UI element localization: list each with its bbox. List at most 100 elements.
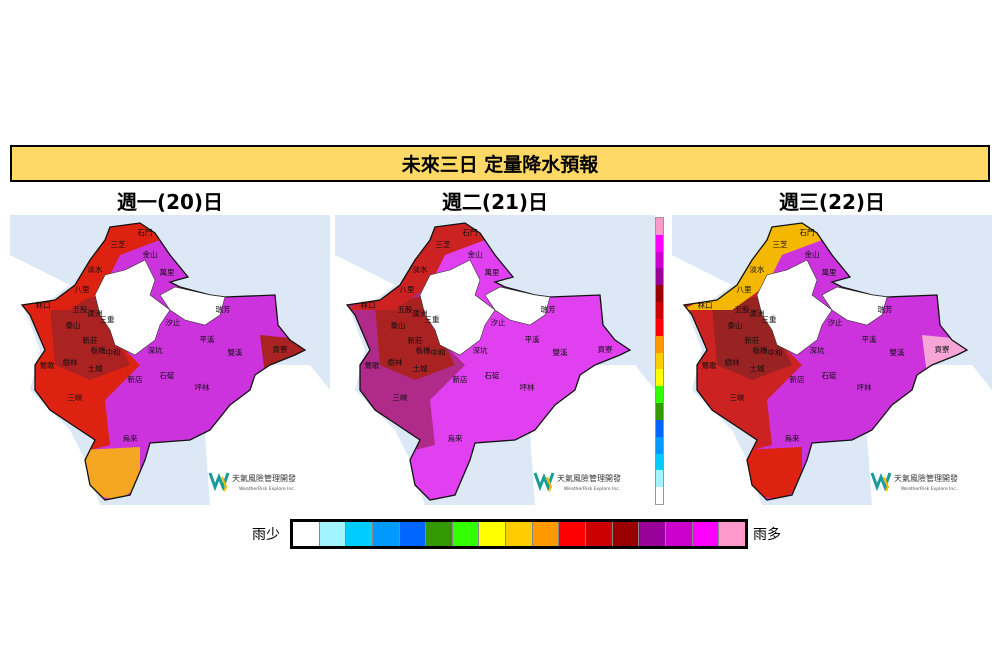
district-label: 土城 [413,363,428,373]
district-label: 雙溪 [228,347,243,357]
watermark-name: 天氣風險管理開發 [894,473,958,483]
side-scale-swatch [656,369,663,387]
district-label: 鶯歌 [702,360,717,370]
side-scale-swatch [656,487,663,505]
legend-low-label: 雨少 [252,527,280,543]
district-label: 林口 [36,300,51,310]
district-label: 瑞芳 [216,304,231,314]
district-label: 雙溪 [553,347,568,357]
district-label: 板橋 [753,345,768,355]
legend-swatch [479,522,507,546]
district-label: 石碇 [160,370,175,380]
weatherrisk-logo: 天氣風險管理開發 WeatherRisk Explore Inc. [208,472,296,492]
district-label: 五股 [735,305,750,314]
page-title: 未來三日 定量降水預報 [401,154,599,176]
district-label: 汐止 [166,317,181,327]
district-label: 萬里 [485,267,500,277]
district-label: 泰山 [728,320,743,330]
keelung-city [159,286,226,326]
county-outline [345,222,632,501]
district-label: 新店 [128,374,143,384]
district-label: 八里 [400,285,415,294]
district-label: 五股 [73,305,88,314]
legend-swatch [719,522,745,546]
district-label: 深坑 [148,345,163,355]
district-label: 萬里 [160,267,175,277]
watermark-sub: WeatherRisk Explore Inc. [239,486,295,492]
keelung-city [821,286,888,326]
rain-zone-south [405,447,465,500]
side-scale-swatch [656,251,663,269]
district-label: 新莊 [83,335,98,345]
district-label: 板橋 [91,345,106,355]
district-label: 烏來 [123,433,138,443]
side-scale-swatch [656,335,663,353]
district-label: 新店 [453,374,468,384]
side-scale-swatch [656,453,663,471]
district-label: 樹林 [63,357,78,367]
district-label: 新莊 [745,335,760,345]
district-label: 三重 [762,315,777,324]
legend-swatch [639,522,666,546]
district-label: 瑞芳 [878,304,893,314]
district-label: 坪林 [857,382,872,392]
neighbor-land [10,255,100,505]
district-label: 蘆洲 [750,308,765,318]
legend-swatch [452,522,480,546]
district-label: 板橋 [416,345,431,355]
legend-swatch [612,522,640,546]
district-label: 三重 [425,315,440,324]
legend-swatch [319,522,347,546]
district-label: 三芝 [773,239,788,249]
rain-map-tue: 石門 三芝 金山 淡水 萬里 八里 林口 五股 蘆洲 泰山 三重 新莊 中和 板橋 鶯歌 樹林 土城 汐止 瑞芳 平溪… [335,215,655,505]
legend-swatch [506,522,533,546]
district-label: 平溪 [862,334,877,344]
district-label: 新莊 [408,335,423,345]
side-scale-swatch [656,386,663,404]
district-label: 平溪 [525,334,540,344]
rain-zone-north-coast [347,223,485,310]
district-label: 泰山 [66,320,81,330]
watermark-sub: WeatherRisk Explore Inc. [564,486,620,492]
district-label: 汐止 [491,317,506,327]
watermark-name: 天氣風險管理開發 [557,473,621,483]
side-scale-swatch [656,352,663,370]
district-label: 土城 [88,363,103,373]
district-label: 蘆洲 [88,308,103,318]
district-label: 深坑 [473,345,488,355]
district-label: 淡水 [750,264,765,274]
side-color-scale [655,217,664,505]
district-label: 淡水 [413,264,428,274]
district-label: 新店 [790,374,805,384]
district-label: 鶯歌 [365,360,380,370]
district-label: 樹林 [388,357,403,367]
keelung-city [484,286,551,326]
side-scale-swatch [656,470,663,488]
legend-swatch [586,522,613,546]
legend-swatch [399,522,427,546]
district-label: 深坑 [810,345,825,355]
county-outline [20,222,307,501]
side-scale-swatch [656,436,663,454]
district-label: 平溪 [200,334,215,344]
rain-zone-north-coast [22,223,160,310]
county-outline [682,222,969,501]
title-bar: 未來三日 定量降水預報 [10,145,990,182]
rain-zone-south [742,447,802,500]
rain-map-wed: 石門 三芝 金山 淡水 萬里 八里 林口 五股 蘆洲 泰山 三重 新莊 中和 板橋 鶯歌 樹林 土城 汐止 瑞芳 平溪… [672,215,992,505]
district-label: 烏來 [448,433,463,443]
legend-swatch [426,522,453,546]
weatherrisk-logo: 天氣風險管理開發 WeatherRisk Explore Inc. [870,472,958,492]
district-label: 金山 [468,249,483,259]
map-title-mon: 週一(20)日 [116,190,224,214]
side-scale-swatch [656,318,663,336]
district-label: 泰山 [391,320,406,330]
taipei-city [419,259,496,356]
district-label: 土城 [750,363,765,373]
district-label: 三峽 [730,392,745,402]
district-label: 貢寮 [598,344,613,354]
district-label: 中和 [106,347,121,357]
district-label: 蘆洲 [413,308,428,318]
district-label: 烏來 [785,433,800,443]
district-label: 萬里 [822,267,837,277]
